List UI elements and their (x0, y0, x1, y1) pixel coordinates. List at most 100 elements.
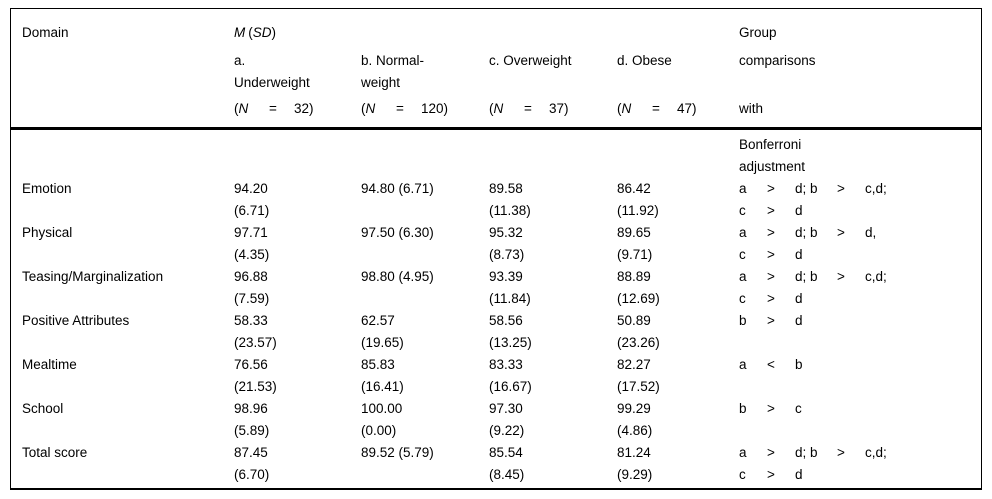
group-d-cell-line1: 82.27 (617, 357, 651, 372)
comparison-token: > (767, 467, 775, 482)
header-group-line2: comparisons (739, 53, 816, 68)
header-group-line3: with (739, 101, 764, 116)
n-eq-a: = (269, 101, 277, 116)
group-a-cell-line2: (21.53) (234, 379, 277, 394)
header-msd-label: M (SD) (234, 22, 361, 44)
comparison-token: a (739, 225, 747, 240)
table-row-total-score: Total score 87.45 (6.70) 89.52 (5.79) 85.54 (… (11, 442, 981, 486)
group-b-cell-line2 (361, 288, 489, 310)
group-b-cell-line1: 62.57 (361, 313, 395, 328)
domain-cell: School (22, 398, 234, 442)
comparison-token: c (795, 401, 802, 416)
comparison-line: b > c (739, 398, 975, 420)
group-b-cell-line1: 94.80 (6.71) (361, 181, 434, 196)
comparisons-cell: a > d; b > c,d; c > d (739, 266, 975, 310)
comparison-token: d; b (795, 269, 818, 284)
n-var: N (493, 101, 504, 116)
group-b-cell-line1: 100.00 (361, 401, 403, 416)
comparison-token: > (767, 291, 775, 306)
comparison-token: > (837, 181, 845, 196)
table-row-school: School 98.96 (5.89) 100.00 (0.00) 97.30 (9.22)… (11, 398, 981, 442)
group-a-cell: 76.56 (21.53) (234, 354, 361, 398)
comparison-token: > (837, 269, 845, 284)
table-row-positive-attributes: Positive Attributes 58.33 (23.57) 62.57 (19.… (11, 310, 981, 354)
msd-m: M (234, 25, 246, 40)
results-table: Domain M (SD) Group a. Underweight b. Nor… (10, 8, 982, 490)
n-eq-c: = (524, 101, 532, 116)
header-n-c: (N = 37) (489, 98, 617, 120)
domain-cell-line1: School (22, 401, 64, 416)
domain-cell-line1: Physical (22, 225, 73, 240)
group-d-cell-line2: (9.71) (617, 247, 653, 262)
table-header: Domain M (SD) Group a. Underweight b. Nor… (11, 9, 981, 130)
group-c-cell-line2: (9.22) (489, 423, 525, 438)
comparison-token: > (837, 445, 845, 460)
bonferroni-line1: Bonferroni (739, 137, 802, 152)
n-value-a: 32) (294, 101, 314, 116)
domain-cell-line1: Total score (22, 445, 88, 460)
group-c-cell-line1: 97.30 (489, 401, 523, 416)
comparison-token: d (795, 291, 803, 306)
group-d-cell-line2: (4.86) (617, 423, 653, 438)
comparison-token: a (739, 269, 747, 284)
domain-cell: Total score (22, 442, 234, 486)
group-a-cell-line2: (6.70) (234, 467, 270, 482)
n-open-d: (N (617, 98, 652, 120)
comparison-line: a > d; b > c,d; (739, 442, 975, 464)
comparison-token: c (739, 203, 746, 218)
comparison-token: d (795, 467, 803, 482)
group-c-cell: 95.32 (8.73) (489, 222, 617, 266)
comparison-token: d (795, 313, 803, 328)
group-c-cell: 58.56 (13.25) (489, 310, 617, 354)
group-d-cell-line2: (17.52) (617, 379, 660, 394)
group-a-cell: 96.88 (7.59) (234, 266, 361, 310)
group-a-cell-line1: 97.71 (234, 225, 268, 240)
bonferroni-note-row: Bonferroni adjustment (11, 134, 981, 178)
comparison-token: a (739, 357, 747, 372)
comparison-token: > (767, 225, 775, 240)
comparison-token: d; b (795, 445, 818, 460)
comparison-token: d, (865, 225, 877, 240)
group-c-cell: 83.33 (16.67) (489, 354, 617, 398)
comparison-token: c,d; (865, 445, 887, 460)
group-d-cell-line2: (9.29) (617, 467, 653, 482)
header-col-c-line1: c. Overweight (489, 53, 572, 68)
group-a-cell-line1: 58.33 (234, 313, 268, 328)
group-c-cell-line1: 89.58 (489, 181, 523, 196)
group-a-cell: 58.33 (23.57) (234, 310, 361, 354)
comparison-line: c > d (739, 464, 975, 486)
header-col-a-line1: a. (234, 53, 246, 68)
table-row-physical: Physical 97.71 (4.35) 97.50 (6.30) 95.32 (8.7… (11, 222, 981, 266)
group-c-cell-line2: (11.84) (489, 291, 531, 306)
table-row-emotion: Emotion 94.20 (6.71) 94.80 (6.71) 89.58 (11.3… (11, 178, 981, 222)
group-c-cell-line2: (11.38) (489, 203, 531, 218)
group-c-cell-line2: (8.73) (489, 247, 525, 262)
group-b-cell: 98.80 (4.95) (361, 266, 489, 310)
comparison-token: > (767, 247, 775, 262)
group-c-cell-line1: 58.56 (489, 313, 523, 328)
n-paren: ( (361, 101, 366, 116)
group-a-cell-line2: (5.89) (234, 423, 270, 438)
group-d-cell-line2: (23.26) (617, 335, 660, 350)
table-row-teasing-marginalization: Teasing/Marginalization 96.88 (7.59) 98.80 … (11, 266, 981, 310)
group-d-cell-line1: 50.89 (617, 313, 651, 328)
group-a-cell-line1: 94.20 (234, 181, 268, 196)
group-c-cell-line1: 93.39 (489, 269, 523, 284)
n-eq-b: = (396, 101, 404, 116)
header-col-d-line2 (617, 72, 739, 94)
n-open-a: (N (234, 98, 269, 120)
header-col-c-line2 (489, 72, 617, 94)
group-b-cell-line1: 97.50 (6.30) (361, 225, 434, 240)
n-paren: ( (617, 101, 622, 116)
domain-cell-line1: Positive Attributes (22, 313, 130, 328)
comparison-token: c,d; (865, 181, 887, 196)
comparisons-cell: a > d; b > d, c > d (739, 222, 975, 266)
group-d-cell-line1: 89.65 (617, 225, 651, 240)
msd-open-paren: ( (248, 25, 253, 40)
group-a-cell-line1: 76.56 (234, 357, 268, 372)
group-c-cell: 85.54 (8.45) (489, 442, 617, 486)
header-col-d-line1: d. Obese (617, 53, 672, 68)
comparison-token: > (767, 445, 775, 460)
table-row-mealtime: Mealtime 76.56 (21.53) 85.83 (16.41) 83.33 (16… (11, 354, 981, 398)
comparisons-cell: a > d; b > c,d; c > d (739, 178, 975, 222)
